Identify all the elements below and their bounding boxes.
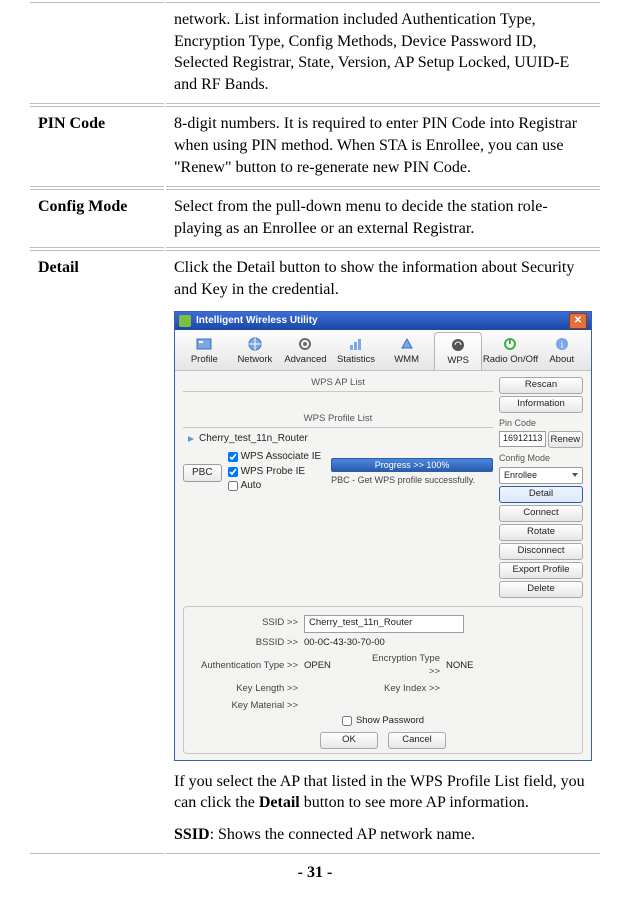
information-button[interactable]: Information [499, 396, 583, 413]
profile-icon [194, 335, 214, 353]
tab-wps[interactable]: WPS [434, 332, 483, 371]
pincode-sublabel: Pin Code [499, 417, 583, 429]
about-icon: i [552, 335, 572, 353]
tab-network[interactable]: Network [232, 332, 279, 371]
configmode-select[interactable]: Enrollee [499, 467, 583, 484]
configmode-text: Select from the pull-down menu to decide… [174, 196, 592, 239]
row-label-pincode: PIN Code [30, 106, 164, 187]
chevron-right-icon [187, 435, 195, 443]
ok-button[interactable]: OK [320, 732, 378, 749]
side-buttons: Rescan Information Pin Code 16912113 Ren… [499, 377, 583, 597]
renew-button[interactable]: Renew [548, 431, 583, 448]
cancel-button[interactable]: Cancel [388, 732, 446, 749]
chevron-down-icon [572, 473, 578, 477]
profile-entry-label: Cherry_test_11n_Router [199, 432, 308, 446]
app-title: Intelligent Wireless Utility [196, 314, 569, 328]
detail-button[interactable]: Detail [499, 486, 583, 503]
radio-icon [500, 335, 520, 353]
export-button[interactable]: Export Profile [499, 562, 583, 579]
row-label-configmode: Config Mode [30, 189, 164, 248]
advanced-icon [295, 335, 315, 353]
status-message: PBC - Get WPS profile successfully. [331, 474, 493, 486]
pbc-button[interactable]: PBC [183, 464, 222, 482]
tab-radio[interactable]: Radio On/Off [486, 332, 534, 371]
configmode-sublabel: Config Mode [499, 452, 583, 464]
row-value-detail: Click the Detail button to show the info… [166, 250, 600, 854]
detail-after1: If you select the AP that listed in the … [174, 771, 592, 814]
svg-text:i: i [560, 340, 563, 351]
chk-associate[interactable]: WPS Associate IE [228, 450, 322, 464]
tab-advanced[interactable]: Advanced [282, 332, 329, 371]
profilelist-header: WPS Profile List [183, 413, 493, 428]
close-button[interactable]: ✕ [569, 313, 587, 329]
auth-value: OPEN [304, 660, 354, 673]
definition-table: network. List information included Authe… [28, 0, 602, 856]
detail-after2: SSID: Shows the connected AP network nam… [174, 824, 592, 846]
tab-bar: Profile Network Advanced Statistics [175, 330, 591, 372]
row-label-wpsinfo [30, 2, 164, 104]
tab-statistics[interactable]: Statistics [333, 332, 380, 371]
enc-value: NONE [446, 660, 506, 673]
profile-entry[interactable]: Cherry_test_11n_Router [183, 431, 493, 447]
progress-bar: Progress >> 100% [331, 458, 493, 472]
connect-button[interactable]: Connect [499, 505, 583, 522]
row-value-wpsinfo: network. List information included Authe… [166, 2, 600, 104]
statistics-icon [346, 335, 366, 353]
detail-intro: Click the Detail button to show the info… [174, 257, 592, 300]
showpw-check[interactable] [342, 716, 352, 726]
wpsinfo-text: network. List information included Authe… [174, 9, 592, 95]
pincode-text: 8-digit numbers. It is required to enter… [174, 113, 592, 178]
pincode-field[interactable]: 16912113 [499, 431, 546, 447]
page-number: - 31 - [28, 862, 602, 884]
tab-profile[interactable]: Profile [181, 332, 228, 371]
wps-options: WPS Associate IE WPS Probe IE Auto [228, 450, 322, 493]
rotate-button[interactable]: Rotate [499, 524, 583, 541]
wps-icon [448, 336, 468, 354]
rescan-button[interactable]: Rescan [499, 377, 583, 394]
aplist-area[interactable] [183, 395, 493, 413]
row-value-pincode: 8-digit numbers. It is required to enter… [166, 106, 600, 187]
ssid-field[interactable]: Cherry_test_11n_Router [304, 615, 464, 633]
wmm-icon [397, 335, 417, 353]
app-icon [179, 315, 191, 327]
network-icon [245, 335, 265, 353]
aplist-header: WPS AP List [183, 377, 493, 392]
delete-button[interactable]: Delete [499, 581, 583, 598]
disconnect-button[interactable]: Disconnect [499, 543, 583, 560]
close-icon: ✕ [574, 316, 582, 326]
app-titlebar: Intelligent Wireless Utility ✕ [175, 312, 591, 330]
tab-wmm[interactable]: WMM [383, 332, 430, 371]
chk-probe[interactable]: WPS Probe IE [228, 465, 322, 479]
row-label-detail: Detail [30, 250, 164, 854]
row-value-configmode: Select from the pull-down menu to decide… [166, 189, 600, 248]
tab-about[interactable]: i About [538, 332, 585, 371]
detail-panel: SSID >>Cherry_test_11n_Router BSSID >>00… [183, 606, 583, 754]
utility-screenshot: Intelligent Wireless Utility ✕ Profile N… [174, 311, 592, 761]
chk-auto[interactable]: Auto [228, 479, 322, 493]
bssid-value: 00-0C-43-30-70-00 [304, 637, 574, 650]
